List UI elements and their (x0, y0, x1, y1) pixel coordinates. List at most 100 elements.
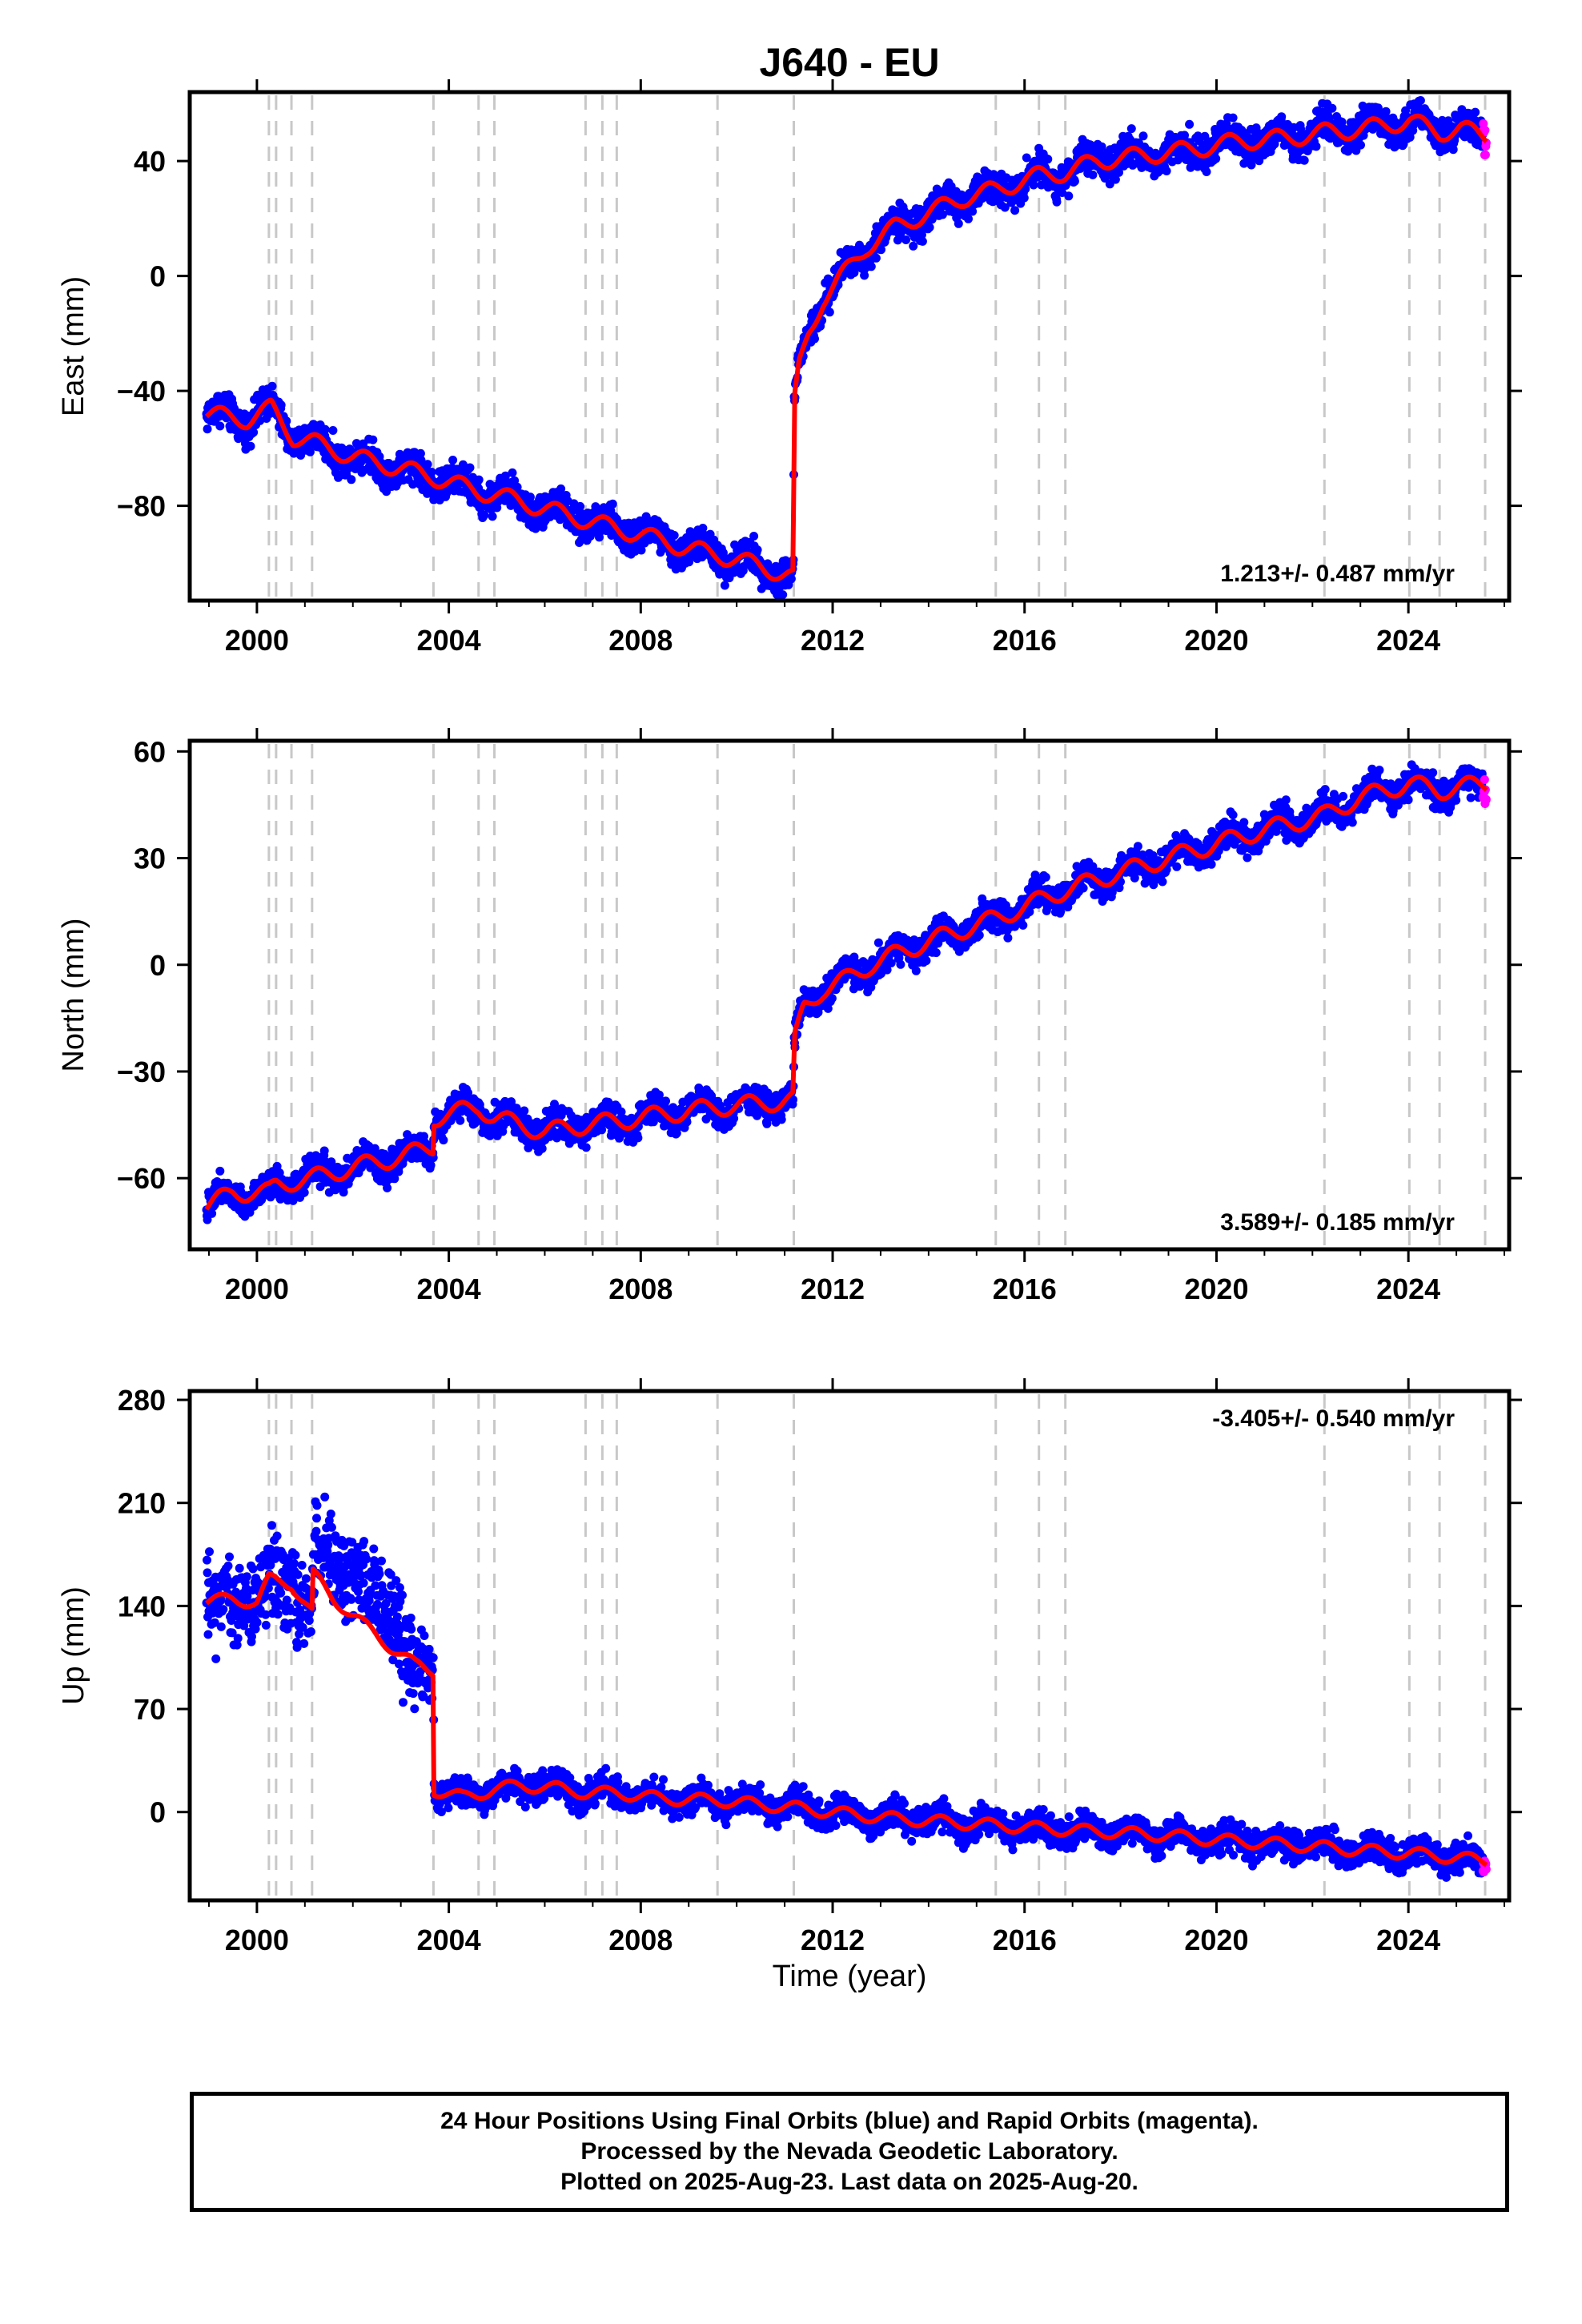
final-orbit-point (1052, 197, 1062, 207)
final-orbit-point (1356, 140, 1365, 150)
final-orbit-point (1029, 180, 1038, 190)
final-orbit-point (968, 207, 978, 216)
final-orbit-point (633, 1133, 643, 1143)
final-orbit-point (215, 421, 225, 431)
y-tick-label: −40 (117, 375, 166, 408)
final-orbit-point (661, 1096, 670, 1106)
final-orbit-point (720, 581, 729, 590)
final-orbit-point (1019, 193, 1029, 203)
final-orbit-point (576, 501, 585, 511)
final-orbit-point (1070, 176, 1079, 186)
final-orbit-point (901, 235, 911, 244)
final-orbit-point (873, 938, 883, 947)
final-orbit-point (1022, 153, 1031, 163)
final-orbit-point (827, 994, 837, 1003)
final-orbit-point (1000, 203, 1010, 212)
final-orbit-point (347, 475, 356, 485)
final-orbit-point (416, 448, 425, 458)
final-orbit-point (810, 334, 819, 344)
final-orbit-point (328, 426, 338, 435)
final-orbit-point (886, 959, 896, 967)
rate-label: 1.213+/- 0.487 mm/yr (1220, 561, 1455, 587)
final-orbit-point (896, 959, 905, 969)
final-orbit-point (246, 441, 255, 451)
final-orbit-point (500, 496, 510, 505)
final-orbit-point (729, 1114, 739, 1124)
final-orbit-point (556, 484, 566, 493)
final-orbit-point (1114, 167, 1123, 177)
final-orbit-point (860, 271, 869, 280)
final-orbit-point (1299, 155, 1309, 165)
chart-title: J640 - EU (759, 40, 939, 85)
final-orbit-point (938, 210, 947, 219)
final-orbit-point (368, 435, 378, 444)
final-orbit-point (525, 493, 535, 502)
plot-frame (187, 90, 1512, 603)
final-orbit-point (320, 424, 330, 434)
final-orbit-point (383, 1183, 392, 1192)
final-orbit-point (465, 463, 475, 472)
final-orbit-point (1327, 103, 1337, 113)
final-orbit-point (456, 1116, 465, 1125)
final-orbit-point (954, 219, 963, 228)
final-orbit-point (964, 214, 973, 223)
x-tick-label: 2012 (801, 624, 865, 657)
east-panel: 2000 2004 2008 2012 2016 2020 2024−80−40040Eas… (57, 79, 1522, 657)
final-orbit-point (439, 1136, 448, 1145)
final-orbit-point (299, 1188, 309, 1197)
final-orbit-point (1185, 119, 1195, 129)
final-orbit-point (669, 531, 679, 540)
final-orbit-point (1088, 170, 1098, 179)
model-fit-line (204, 113, 1488, 582)
final-orbit-point (909, 241, 918, 251)
x-tick-label: 2016 (993, 624, 1057, 657)
final-orbit-point (777, 1115, 786, 1124)
final-orbit-point (685, 557, 694, 567)
final-orbit-point (1228, 113, 1238, 123)
final-orbit-point (305, 447, 315, 456)
final-orbit-point (825, 308, 834, 317)
final-orbit-point (1311, 142, 1321, 151)
x-tick-label: 2008 (608, 624, 673, 657)
final-orbit-point (1162, 167, 1171, 175)
final-orbit-point (749, 532, 759, 541)
final-orbit-point (423, 460, 432, 469)
final-orbit-point (1202, 167, 1211, 176)
final-orbit-point (474, 475, 484, 485)
final-orbit-point (488, 512, 497, 521)
final-orbit-point (1097, 142, 1106, 151)
final-orbit-point (1043, 155, 1053, 164)
final-orbit-point (1471, 107, 1480, 117)
final-orbit-point (1064, 191, 1074, 201)
final-orbit-point (871, 253, 881, 263)
final-orbit-point (989, 170, 998, 179)
x-tick-label: 2020 (1184, 624, 1248, 657)
final-orbit-point (375, 452, 384, 461)
final-orbit-point (877, 245, 885, 255)
y-axis-label: East (mm) (57, 276, 90, 416)
final-orbit-point (1415, 96, 1425, 105)
final-orbit-points (202, 96, 1488, 600)
final-orbit-point (203, 424, 212, 434)
final-orbit-point (866, 262, 876, 271)
final-orbit-point (786, 574, 796, 584)
north-panel: 2000 2004 2008 2012 2016 2020 2024−60−3003060N… (57, 728, 1522, 1305)
final-orbit-point (1010, 206, 1020, 215)
final-orbit-point (480, 510, 489, 520)
final-orbit-point (1381, 107, 1391, 116)
final-orbit-point (778, 590, 788, 600)
final-orbit-point (508, 468, 517, 477)
x-tick-label: 2004 (417, 624, 481, 657)
final-orbit-point (520, 1106, 529, 1116)
final-orbit-point (636, 545, 646, 555)
final-orbit-point (925, 223, 934, 232)
y-tick-label: −80 (117, 490, 166, 523)
final-orbit-point (1138, 131, 1148, 141)
final-orbit-point (249, 428, 259, 437)
rapid-orbit-point (1480, 150, 1490, 159)
final-orbit-point (267, 381, 277, 391)
final-orbit-point (1211, 154, 1221, 163)
final-orbit-point (1180, 131, 1189, 140)
y-tick-label: 0 (150, 260, 166, 293)
